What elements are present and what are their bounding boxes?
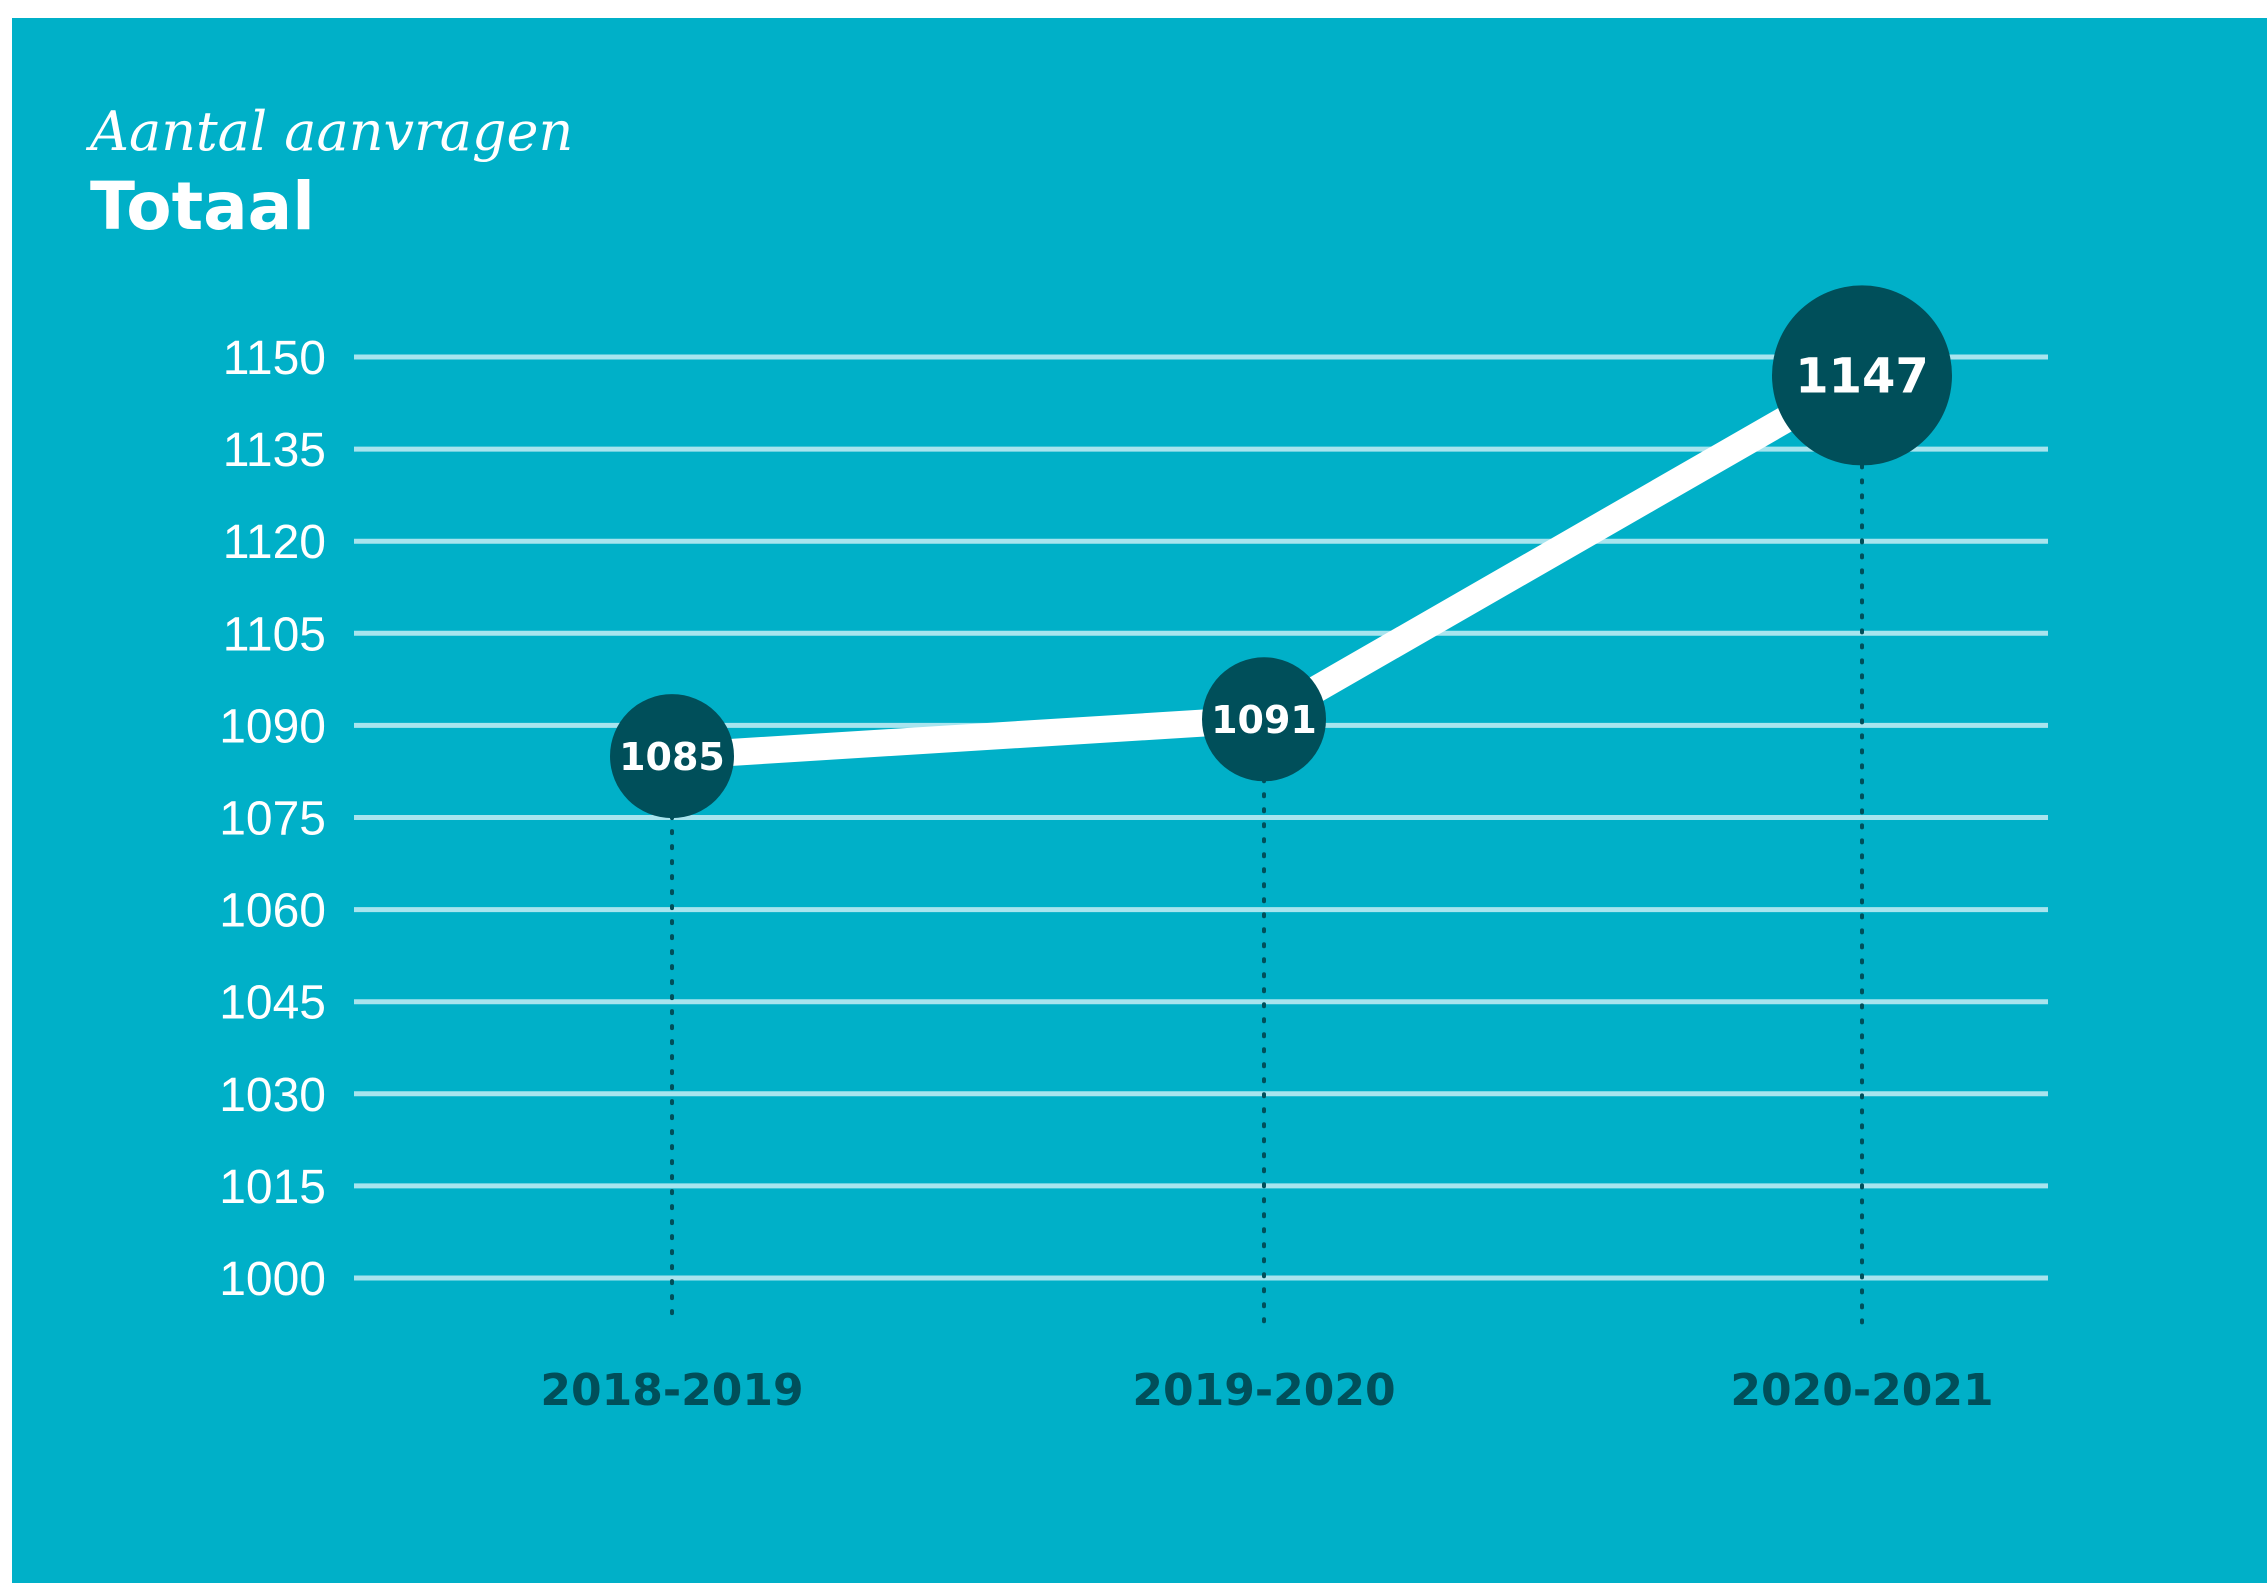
x-tick-label: 2020-2021 <box>1730 1365 1993 1416</box>
y-tick-label: 1105 <box>223 608 326 661</box>
guide-lines <box>670 373 1864 1327</box>
y-tick-label: 1120 <box>223 516 326 569</box>
chart-background <box>12 18 2267 1583</box>
data-label: 1091 <box>1211 698 1317 742</box>
y-tick-label: 1015 <box>219 1161 326 1214</box>
y-tick-label: 1090 <box>219 700 326 753</box>
y-tick-label: 1000 <box>219 1253 326 1306</box>
data-point-marker <box>1772 285 1952 466</box>
x-tick-label: 2019-2020 <box>1132 1365 1395 1416</box>
y-tick-label: 1135 <box>223 424 326 477</box>
y-axis-ticks: 1000 1015 1030 1045 1060 1075 1090 1105 1120 1135… <box>219 332 326 1306</box>
chart-title: Totaal <box>90 168 315 245</box>
data-label: 1147 <box>1795 349 1929 405</box>
x-axis-ticks: 2018-2019 2019-2020 2020-2021 <box>540 1365 1993 1416</box>
y-tick-label: 1030 <box>219 1069 326 1122</box>
x-tick-label: 2018-2019 <box>540 1365 803 1416</box>
data-point-marker <box>1202 657 1326 782</box>
gridlines <box>354 354 2048 1281</box>
data-label: 1085 <box>619 735 725 779</box>
y-tick-label: 1060 <box>219 885 326 938</box>
y-tick-label: 1045 <box>219 977 326 1030</box>
data-markers: 1085 1091 1147 <box>610 285 1952 819</box>
data-point-marker <box>610 694 734 819</box>
y-tick-label: 1150 <box>223 332 326 385</box>
y-tick-label: 1075 <box>219 793 326 846</box>
chart-subtitle: Aantal aanvragen <box>90 100 574 163</box>
